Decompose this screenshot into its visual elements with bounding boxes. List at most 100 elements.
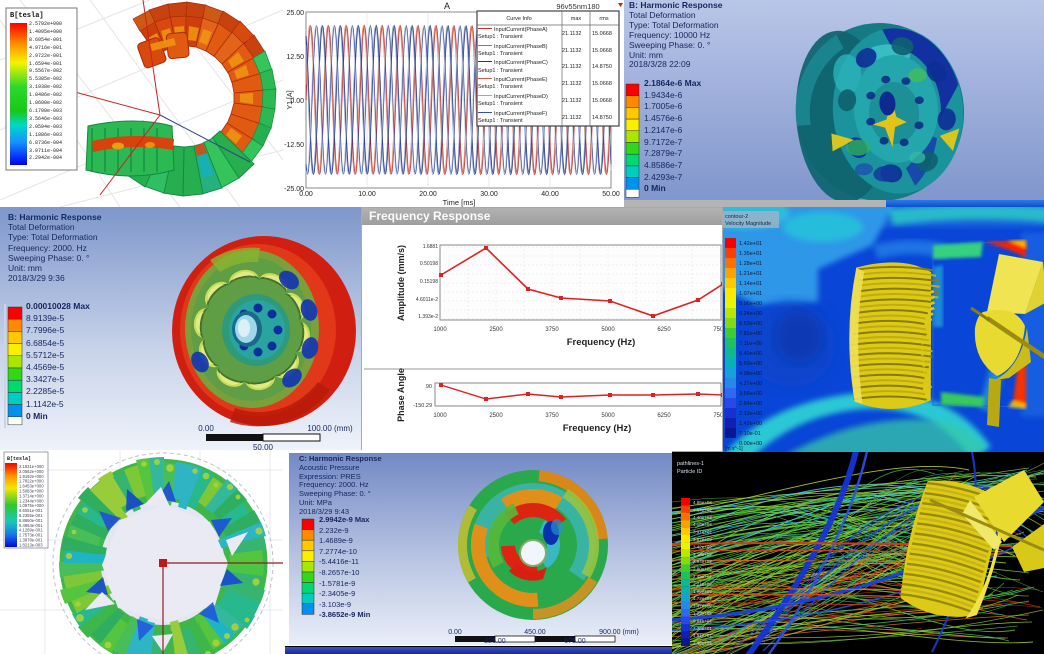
svg-text:1.42e+01: 1.42e+01	[739, 241, 762, 247]
svg-text:6.8660e-001: 6.8660e-001	[19, 518, 43, 523]
svg-text:0.00: 0.00	[299, 191, 313, 198]
svg-text:7.10e-01: 7.10e-01	[739, 431, 761, 437]
svg-text:2.13e+00: 2.13e+00	[739, 411, 762, 417]
svg-text:9.24e+00: 9.24e+00	[739, 311, 762, 317]
svg-text:1000: 1000	[433, 413, 447, 419]
svg-text:1.3878e-001: 1.3878e-001	[19, 538, 43, 543]
svg-text:20.00: 20.00	[419, 191, 437, 198]
svg-text:1.5083e+000: 1.5083e+000	[19, 489, 44, 494]
svg-text:675.00: 675.00	[564, 638, 586, 645]
svg-text:5000: 5000	[601, 413, 615, 419]
svg-text:Phase Angle: Phase Angle	[396, 368, 406, 422]
svg-text:5000: 5000	[601, 327, 615, 333]
svg-text:40.00: 40.00	[541, 191, 559, 198]
svg-text:1.14e+01: 1.14e+01	[739, 281, 762, 287]
svg-text:-150.29: -150.29	[413, 403, 432, 409]
svg-text:1.23e+02: 1.23e+02	[693, 611, 712, 616]
svg-text:Time [ms]: Time [ms]	[443, 198, 476, 207]
svg-text:4.64e+02: 4.64e+02	[693, 507, 712, 512]
svg-text:3750: 3750	[545, 327, 559, 333]
svg-text:2500: 2500	[489, 327, 503, 333]
svg-text:3.18e+02: 3.18e+02	[693, 552, 712, 557]
svg-text:6250: 6250	[657, 413, 671, 419]
svg-text:2500: 2500	[489, 413, 503, 419]
svg-text:7500: 7500	[713, 327, 723, 333]
svg-text:1.0975e+000: 1.0975e+000	[19, 503, 44, 508]
svg-text:7.82e+00: 7.82e+00	[739, 331, 762, 337]
svg-text:450.00: 450.00	[524, 629, 546, 636]
svg-text:1.21e+01: 1.21e+01	[739, 271, 762, 277]
svg-text:1.07e+01: 1.07e+01	[739, 291, 762, 297]
svg-text:7.36e+01: 7.36e+01	[693, 626, 712, 631]
svg-text:contour-2: contour-2	[725, 214, 748, 220]
svg-text:Frequency (Hz): Frequency (Hz)	[563, 423, 632, 434]
svg-text:1.2344e+000: 1.2344e+000	[19, 498, 44, 503]
svg-text:-12.50: -12.50	[284, 142, 304, 149]
svg-text:1.9192e+000: 1.9192e+000	[19, 474, 44, 479]
svg-text:3.42e+02: 3.42e+02	[693, 544, 712, 549]
svg-text:7500: 7500	[713, 413, 723, 419]
svg-text:3.67e+02: 3.67e+02	[693, 537, 712, 542]
svg-text:1.72e+02: 1.72e+02	[693, 596, 712, 601]
svg-text:4.91e+01: 4.91e+01	[693, 633, 712, 638]
svg-text:2.0562e+000: 2.0562e+000	[19, 469, 44, 474]
svg-text:3750: 3750	[545, 413, 559, 419]
svg-text:4.1269e-001: 4.1269e-001	[19, 528, 43, 533]
svg-text:5.4964e-001: 5.4964e-001	[19, 523, 43, 528]
svg-text:-25.00: -25.00	[284, 186, 304, 193]
svg-text:1.42e+00: 1.42e+00	[739, 421, 762, 427]
svg-text:25.00: 25.00	[286, 10, 304, 17]
svg-text:1000: 1000	[433, 327, 447, 333]
svg-text:1.47e+02: 1.47e+02	[693, 604, 712, 609]
svg-text:2.1931e+000: 2.1931e+000	[19, 464, 44, 469]
svg-text:2.84e+00: 2.84e+00	[739, 401, 762, 407]
svg-text:8.2355e-001: 8.2355e-001	[19, 513, 43, 518]
svg-text:50.00: 50.00	[602, 191, 620, 198]
svg-text:3.91e+02: 3.91e+02	[693, 530, 712, 535]
svg-text:1.96e+02: 1.96e+02	[693, 589, 712, 594]
svg-text:pathlines-1: pathlines-1	[677, 461, 704, 467]
svg-text:96v55nm180: 96v55nm180	[556, 2, 599, 11]
svg-text:100.00 (mm): 100.00 (mm)	[307, 424, 353, 433]
svg-text:9.81e+01: 9.81e+01	[693, 618, 712, 623]
svg-text:Velocity Magnitude: Velocity Magnitude	[725, 221, 771, 227]
svg-text:A: A	[444, 1, 450, 11]
svg-text:1.7822e+000: 1.7822e+000	[19, 479, 44, 484]
svg-text:0.00: 0.00	[448, 629, 462, 636]
svg-text:6250: 6250	[657, 327, 671, 333]
svg-text:10.00: 10.00	[358, 191, 376, 198]
svg-text:Y1 [A]: Y1 [A]	[287, 90, 294, 109]
svg-text:50.00: 50.00	[253, 443, 274, 450]
svg-text:1.28e+01: 1.28e+01	[739, 261, 762, 267]
svg-text:4.40e+02: 4.40e+02	[693, 515, 712, 520]
svg-text:2.80e+02: 2.80e+02	[693, 567, 712, 572]
svg-text:[m s^-1]: [m s^-1]	[725, 446, 743, 452]
svg-text:3.56e+00: 3.56e+00	[739, 391, 762, 397]
svg-text:4.27e+00: 4.27e+00	[739, 381, 762, 387]
svg-text:0.00: 0.00	[198, 424, 214, 433]
svg-text:0.00: 0.00	[290, 98, 304, 105]
svg-text:12.50: 12.50	[286, 54, 304, 61]
svg-text:2.21e+02: 2.21e+02	[693, 581, 712, 586]
svg-text:30.00: 30.00	[480, 191, 498, 198]
svg-text:4.16e+02: 4.16e+02	[693, 522, 712, 527]
svg-text:Curve Info: Curve Info	[506, 16, 531, 22]
svg-text:1.6881: 1.6881	[423, 244, 439, 250]
svg-text:2.7573e-001: 2.7573e-001	[19, 533, 43, 538]
svg-text:90: 90	[426, 384, 432, 390]
svg-text:4.98e+00: 4.98e+00	[739, 371, 762, 377]
svg-text:Frequency (Hz): Frequency (Hz)	[567, 337, 636, 348]
svg-text:0.15198: 0.15198	[420, 279, 438, 285]
svg-text:5.69e+00: 5.69e+00	[739, 361, 762, 367]
svg-text:4.6011e-2: 4.6011e-2	[416, 297, 438, 303]
svg-text:9.6051e-001: 9.6051e-001	[19, 508, 43, 513]
svg-text:6.40e+00: 6.40e+00	[739, 351, 762, 357]
svg-text:2.45e+02: 2.45e+02	[693, 574, 712, 579]
svg-text:1.8213e-003: 1.8213e-003	[19, 542, 43, 547]
svg-text:2.94e+02: 2.94e+02	[693, 559, 712, 564]
svg-text:rms: rms	[599, 16, 608, 22]
svg-text:1.3714e+000: 1.3714e+000	[19, 493, 44, 498]
svg-text:0.00e+00: 0.00e+00	[739, 441, 762, 447]
svg-text:8.53e+00: 8.53e+00	[739, 321, 762, 327]
svg-text:1.6453e+000: 1.6453e+000	[19, 484, 44, 489]
